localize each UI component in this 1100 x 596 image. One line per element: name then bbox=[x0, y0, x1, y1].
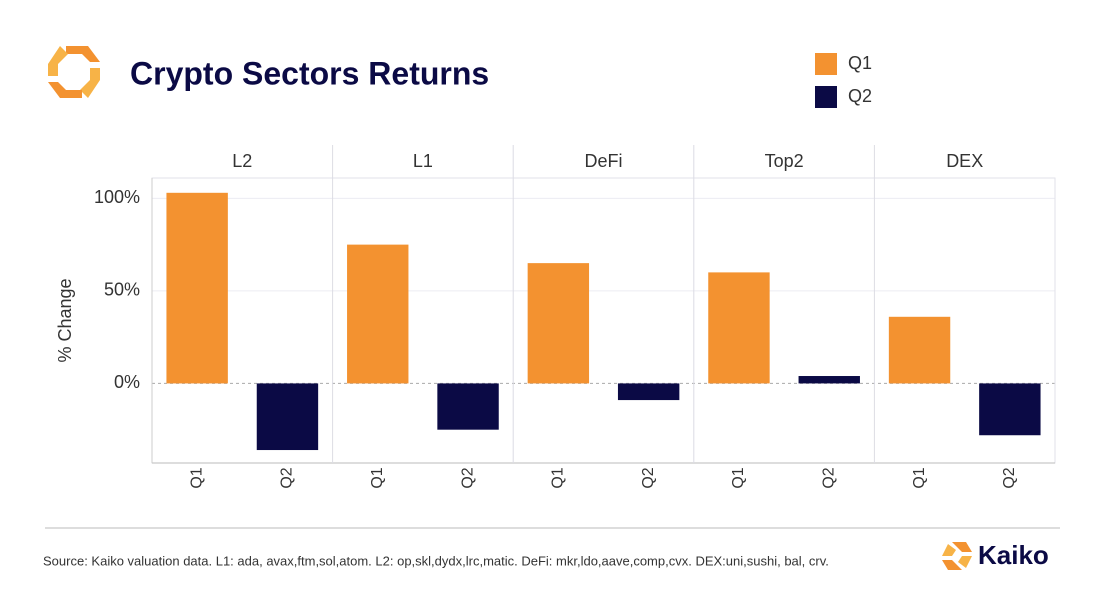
legend-label: Q1 bbox=[848, 53, 872, 73]
y-tick-label: 0% bbox=[114, 372, 140, 392]
bar bbox=[347, 244, 409, 384]
bar bbox=[888, 316, 951, 384]
bar bbox=[617, 383, 680, 401]
brand-name: Kaiko bbox=[978, 540, 1049, 570]
bar bbox=[256, 383, 319, 451]
y-tick-label: 100% bbox=[94, 187, 140, 207]
legend-swatch bbox=[815, 86, 837, 108]
x-tick-label: Q2 bbox=[459, 467, 476, 488]
legend-swatch bbox=[815, 53, 837, 75]
source-note: Source: Kaiko valuation data. L1: ada, a… bbox=[43, 553, 829, 568]
x-tick-label: Q1 bbox=[369, 467, 386, 488]
x-tick-label: Q2 bbox=[640, 467, 657, 488]
facet-label: L1 bbox=[413, 151, 433, 171]
y-axis-label: % Change bbox=[55, 278, 75, 362]
y-tick-label: 50% bbox=[104, 280, 140, 300]
bar bbox=[166, 192, 228, 384]
bar bbox=[527, 263, 590, 384]
x-tick-label: Q1 bbox=[911, 467, 928, 488]
bar bbox=[979, 383, 1041, 436]
x-tick-label: Q2 bbox=[820, 467, 837, 488]
brand-logo bbox=[942, 542, 972, 570]
bar bbox=[708, 272, 770, 384]
legend-label: Q2 bbox=[848, 86, 872, 106]
x-tick-label: Q2 bbox=[1001, 467, 1018, 488]
bar bbox=[798, 376, 860, 384]
x-tick-label: Q1 bbox=[550, 467, 567, 488]
facet-label: DeFi bbox=[584, 151, 622, 171]
logo bbox=[48, 46, 100, 98]
facet-label: L2 bbox=[232, 151, 252, 171]
facet-label: Top2 bbox=[765, 151, 804, 171]
chart-title: Crypto Sectors Returns bbox=[130, 55, 489, 91]
facet-label: DEX bbox=[946, 151, 983, 171]
x-tick-label: Q2 bbox=[279, 467, 296, 488]
x-tick-label: Q1 bbox=[730, 467, 747, 488]
x-tick-label: Q1 bbox=[188, 467, 205, 488]
bar bbox=[437, 383, 499, 430]
